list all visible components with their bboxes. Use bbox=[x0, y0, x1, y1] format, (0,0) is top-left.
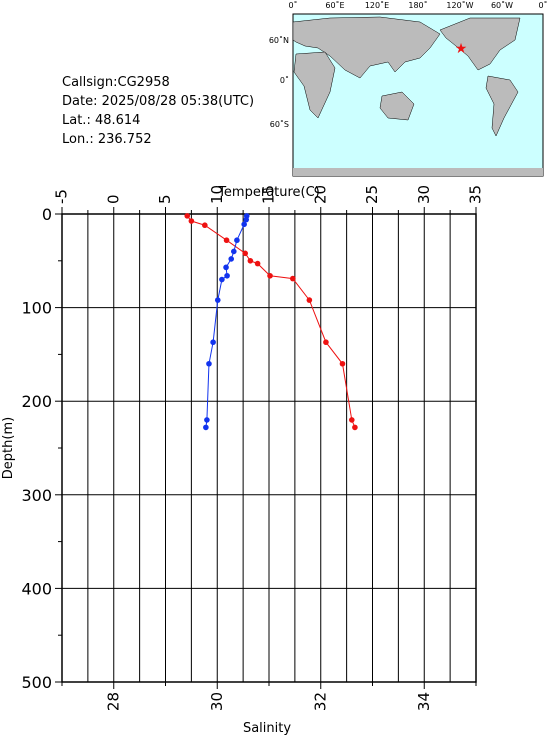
x2-tick-label: 32 bbox=[311, 692, 329, 711]
profile-point bbox=[219, 276, 225, 283]
x-tick-label: -5 bbox=[53, 189, 71, 204]
y-tick-label: 400 bbox=[21, 579, 52, 598]
profile-point bbox=[323, 339, 329, 346]
map-lat-label: 60˚S bbox=[270, 119, 289, 129]
map-lon-label: 120˚W bbox=[446, 0, 473, 10]
profile-line bbox=[186, 215, 356, 428]
x-tick-label: 25 bbox=[363, 185, 381, 204]
profile-point bbox=[204, 417, 210, 423]
map-africa bbox=[293, 51, 336, 119]
x2-tick-label: 30 bbox=[208, 692, 226, 711]
profile-point bbox=[243, 216, 250, 223]
profile-point bbox=[306, 297, 313, 303]
x-tick-label: 15 bbox=[260, 185, 278, 204]
map-station-star: ★ bbox=[455, 41, 468, 57]
profile-point bbox=[234, 237, 240, 244]
profile-point bbox=[223, 264, 229, 271]
map-south-america bbox=[485, 75, 519, 137]
profile-point bbox=[203, 424, 209, 431]
map-lon-label: 60˚W bbox=[491, 0, 513, 10]
map-lon-label: 180˚ bbox=[408, 0, 427, 10]
x-tick-label: 10 bbox=[208, 185, 226, 204]
map-lon-label: 60˚E bbox=[325, 0, 344, 10]
profile-point bbox=[223, 237, 230, 244]
x2-tick-label: 34 bbox=[415, 692, 433, 711]
profile-point bbox=[206, 360, 212, 367]
profile-point bbox=[202, 222, 208, 229]
map-australia bbox=[379, 91, 415, 121]
x-tick-label: 30 bbox=[415, 185, 433, 204]
map-lon-label: 0˚ bbox=[538, 0, 547, 10]
profile-point bbox=[188, 218, 195, 224]
profile-point bbox=[247, 258, 254, 264]
y-axis-title: Depth(m) bbox=[1, 417, 16, 479]
profile-point bbox=[242, 250, 248, 257]
world-map: ★ bbox=[292, 13, 544, 177]
x-tick-label: 5 bbox=[156, 194, 174, 204]
map-lat-label: 0˚ bbox=[280, 75, 289, 85]
profile-point bbox=[224, 272, 230, 279]
profile-point bbox=[214, 297, 221, 303]
info-line: Date: 2025/08/28 05:38(UTC) bbox=[62, 94, 254, 109]
profile-point bbox=[339, 360, 346, 367]
profile-point bbox=[352, 424, 358, 431]
profile-point bbox=[290, 275, 296, 282]
map-antarctica bbox=[293, 168, 543, 176]
profile-point bbox=[210, 339, 216, 346]
profile-point bbox=[241, 221, 247, 228]
x-axis-title: Temperature(C) bbox=[217, 185, 320, 200]
x2-axis-title: Salinity bbox=[243, 721, 291, 736]
profile-point bbox=[231, 248, 237, 255]
profile-line bbox=[205, 215, 248, 428]
x-tick-label: 35 bbox=[467, 185, 485, 204]
x-tick-label: 0 bbox=[104, 194, 122, 204]
y-tick-label: 100 bbox=[21, 299, 52, 318]
x-tick-label: 20 bbox=[311, 185, 329, 204]
map-lon-label: 0˚ bbox=[288, 0, 297, 10]
profile-point bbox=[228, 256, 235, 262]
info-line: Lon.: 236.752 bbox=[62, 132, 152, 147]
map-north-america bbox=[439, 17, 521, 71]
info-line: Callsign:CG2958 bbox=[62, 75, 170, 90]
map-lat-label: 60˚N bbox=[269, 35, 289, 45]
y-tick-label: 0 bbox=[42, 205, 52, 224]
y-tick-label: 300 bbox=[21, 486, 52, 505]
y-tick-label: 500 bbox=[21, 673, 52, 692]
map-eurasia bbox=[292, 16, 441, 79]
map-lon-label: 120˚E bbox=[365, 0, 389, 10]
profile-point bbox=[349, 417, 355, 423]
profile-point bbox=[267, 272, 273, 279]
x2-tick-label: 28 bbox=[104, 692, 122, 711]
profile-point bbox=[184, 213, 191, 219]
profile-point bbox=[254, 260, 261, 267]
info-line: Lat.: 48.614 bbox=[62, 113, 140, 128]
y-tick-label: 200 bbox=[21, 392, 52, 411]
